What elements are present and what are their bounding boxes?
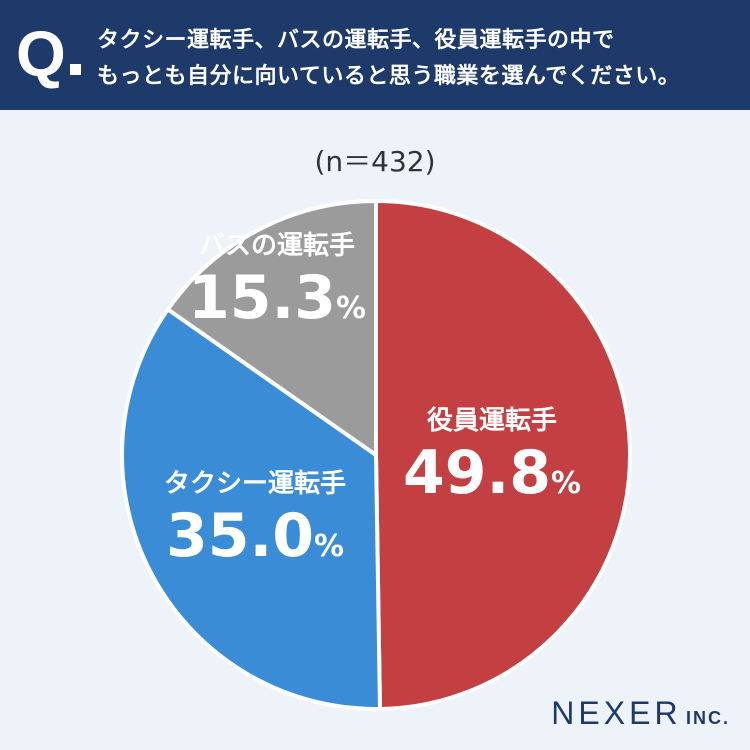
question-text-line2: もっとも自分に向いていると思う職業を選んでください。 [97, 64, 681, 89]
slice-value-executive: 49.8% [402, 438, 582, 508]
question-mark-letter: Q [16, 18, 66, 90]
slice-label-executive: 役員運転手 49.8% [403, 400, 581, 503]
pie-slice-taxi [120, 307, 382, 711]
question-header: Q タクシー運転手、バスの運転手、役員運転手の中で もっとも自分に向いていると思… [0, 0, 750, 110]
sample-size-label: (n＝432) [314, 145, 436, 178]
slice-name-bus: バスの運転手 [198, 231, 356, 261]
pie-slice-executive [374, 199, 633, 711]
question-dot [70, 64, 81, 75]
slice-value-taxi: 35.0% [165, 501, 345, 571]
logo-suffix-text: INC. [686, 708, 730, 728]
question-text-line1: タクシー運転手、バスの運転手、役員運転手の中で [97, 28, 615, 53]
company-logo: NEXER INC. [551, 695, 730, 732]
logo-main-text: NEXER [551, 695, 682, 731]
pie-slice-bus [165, 199, 378, 457]
slice-name-taxi: タクシー運転手 [163, 469, 347, 499]
slice-name-executive: 役員運転手 [426, 406, 558, 436]
slice-label-bus: バスの運転手 15.3% [188, 225, 366, 328]
slice-label-taxi: タクシー運転手 35.0% [164, 463, 346, 566]
slice-value-bus: 15.3% [187, 263, 367, 333]
